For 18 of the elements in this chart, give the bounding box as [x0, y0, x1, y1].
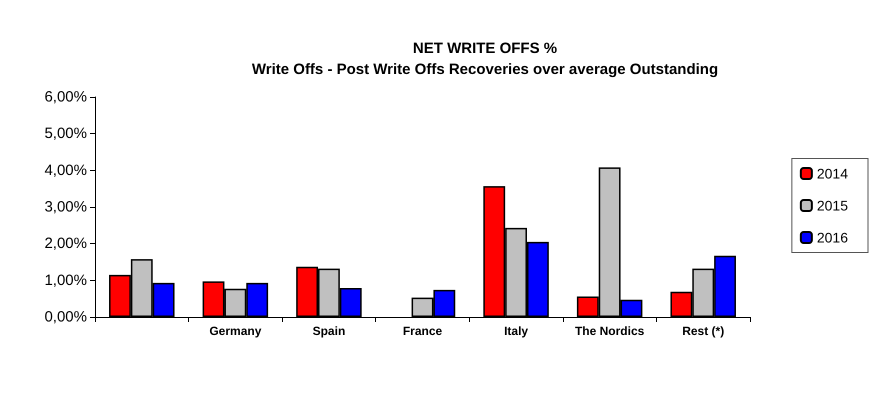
chart-title: NET WRITE OFFS %: [412, 40, 558, 57]
y-tick-label: 4,00%: [44, 162, 87, 179]
legend-label: 2015: [816, 198, 848, 214]
y-tick-label: 1,00%: [44, 272, 87, 289]
x-tick-label: Italy: [504, 324, 528, 338]
chart-subtitle: Write Offs - Post Write Offs Recoveries over average Outstanding: [252, 61, 718, 78]
x-tick-label: France: [402, 324, 442, 338]
x-tick-label: The Nordics: [574, 324, 645, 338]
y-tick-label: 2,00%: [44, 235, 87, 252]
legend-label: 2016: [816, 230, 848, 246]
y-tick-label: 0,00%: [44, 308, 87, 326]
x-tick-label: Spain: [312, 324, 346, 338]
y-tick-label: 5,00%: [44, 125, 87, 142]
y-tick-label: 6,00%: [44, 88, 87, 106]
x-tick-label: Germany: [209, 324, 262, 338]
x-tick-label: Rest (*): [682, 324, 724, 338]
legend-label: 2014: [816, 166, 848, 182]
y-tick-label: 3,00%: [44, 198, 87, 216]
